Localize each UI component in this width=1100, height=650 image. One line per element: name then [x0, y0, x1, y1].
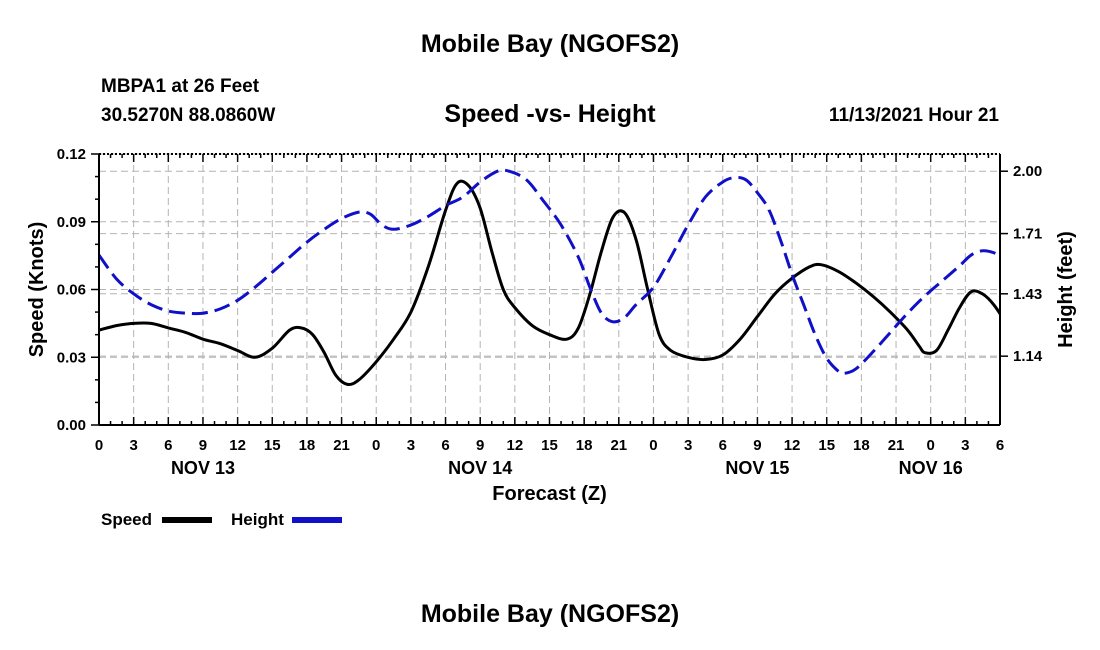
x-date-label: NOV 15 [725, 458, 789, 478]
footer-title: Mobile Bay (NGOFS2) [420, 600, 680, 628]
y2-axis-title: Height (feet) [1055, 231, 1077, 348]
y2-tick-label: 1.43 [1013, 286, 1042, 303]
y-axis-title: Speed (Knots) [26, 222, 48, 358]
x-tick-label: 18 [853, 437, 870, 454]
x-date-label: NOV 13 [171, 458, 235, 478]
x-tick-label: 18 [299, 437, 316, 454]
x-tick-label: 6 [719, 437, 727, 454]
station-label: MBPA1 at 26 Feet [101, 76, 260, 97]
x-tick-label: 15 [264, 437, 281, 454]
chart-subtitle: Speed -vs- Height [444, 100, 656, 128]
x-axis-title: Forecast (Z) [492, 483, 606, 505]
x-tick-label: 9 [476, 437, 484, 454]
x-tick-label: 18 [576, 437, 593, 454]
y2-tick-label: 2.00 [1013, 163, 1042, 180]
x-tick-label: 3 [684, 437, 692, 454]
y-tick-label: 0.06 [57, 282, 86, 299]
legend-label-speed: Speed [101, 510, 152, 529]
series-line-speed [99, 179, 1001, 387]
x-tick-label: 15 [541, 437, 558, 454]
y-tick-label: 0.00 [57, 417, 86, 434]
series-line-height [99, 168, 1001, 376]
x-tick-label: 3 [407, 437, 415, 454]
x-tick-label: 0 [372, 437, 380, 454]
axes: 0 3 6 9 12 15 18 21 0 3 6 9 12 15 18 21 0 3 6 9 12 15 18 21 0 3 6 N… [26, 146, 1077, 505]
station-coordinates: 30.5270N 88.0860W [101, 105, 276, 126]
y-tick-label: 0.12 [57, 146, 86, 163]
x-date-label: NOV 16 [899, 458, 963, 478]
x-date-label: NOV 14 [448, 458, 512, 478]
x-tick-label: 0 [95, 437, 103, 454]
x-tick-label: 12 [229, 437, 246, 454]
x-tick-label: 3 [961, 437, 969, 454]
y2-tick-label: 1.14 [1013, 348, 1043, 365]
x-tick-label: 15 [818, 437, 835, 454]
x-tick-label: 21 [888, 437, 905, 454]
x-tick-label: 12 [507, 437, 524, 454]
y-tick-label: 0.03 [57, 349, 86, 366]
x-tick-label: 21 [610, 437, 627, 454]
data-series [99, 168, 1001, 387]
legend: Speed Height [101, 510, 342, 529]
x-tick-label: 0 [649, 437, 657, 454]
x-tick-label: 6 [996, 437, 1004, 454]
y2-tick-label: 1.71 [1013, 226, 1042, 243]
x-tick-label: 21 [333, 437, 350, 454]
x-tick-label: 3 [129, 437, 137, 454]
x-tick-label: 6 [164, 437, 172, 454]
x-tick-label: 9 [753, 437, 761, 454]
forecast-datetime: 11/13/2021 Hour 21 [828, 105, 999, 126]
x-tick-label: 6 [441, 437, 449, 454]
chart-main-title: Mobile Bay (NGOFS2) [420, 30, 680, 58]
x-tick-label: 12 [784, 437, 801, 454]
legend-label-height: Height [231, 510, 284, 529]
x-tick-label: 0 [927, 437, 935, 454]
y-tick-label: 0.09 [57, 214, 86, 231]
x-tick-label: 9 [199, 437, 207, 454]
